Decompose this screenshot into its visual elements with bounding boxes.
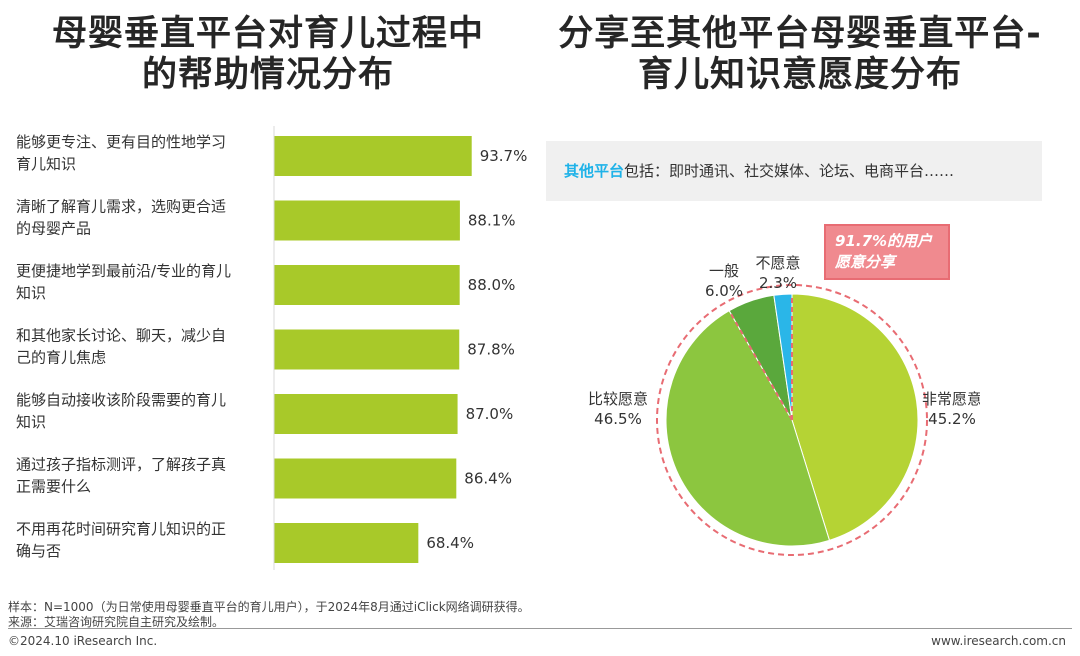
right-chart-title: 分享至其他平台母婴垂直平台- 育儿知识意愿度分布 (530, 14, 1070, 96)
left-chart-title: 母婴垂直平台对育儿过程中 的帮助情况分布 (8, 14, 528, 96)
callout-line1: 91.7%的用户 (835, 232, 933, 250)
footer-divider (8, 628, 1072, 629)
other-platforms-note: 其他平台包括：即时通讯、社交媒体、论坛、电商平台…… (546, 141, 1042, 201)
left-title-line1: 母婴垂直平台对育儿过程中 (51, 14, 484, 54)
bar-1 (274, 136, 472, 176)
bar-5 (274, 394, 458, 434)
pie-label-neutral: 一般 6.0% (705, 262, 743, 300)
willing-share-callout: 91.7%的用户 愿意分享 (824, 224, 950, 280)
pie-label-very-willing: 非常愿意 45.2% (922, 390, 980, 428)
highlight-boundary-line-2 (728, 310, 793, 421)
value-label-7: 68.4% (426, 534, 474, 552)
pie-slice-unwilling (773, 293, 793, 421)
website: www.iresearch.com.cn (931, 634, 1066, 648)
note-text: 其他平台包括：即时通讯、社交媒体、论坛、电商平台…… (564, 160, 954, 181)
left-title-line2: 的帮助情况分布 (141, 55, 394, 95)
pie-slice-very-willing (791, 293, 919, 541)
value-label-1: 93.7% (480, 147, 528, 165)
category-label-7: 不用再花时间研究育儿知识的正确与否 (16, 520, 226, 560)
bar-7 (274, 523, 419, 563)
note-rest: 包括：即时通讯、社交媒体、论坛、电商平台…… (624, 162, 955, 180)
sample-note: 样本：N=1000（为日常使用母婴垂直平台的育儿用户），于2024年8月通过iC… (8, 600, 530, 614)
value-label-2: 88.1% (468, 212, 516, 230)
category-label-1: 能够更专注、更有目的性地学习育儿知识 (16, 133, 226, 173)
bar-4 (274, 329, 460, 370)
category-label-4: 和其他家长讨论、聊天，减少自己的育儿焦虑 (16, 327, 226, 367)
bar-2 (274, 200, 460, 241)
pie-chart: 非常愿意 45.2% 比较愿意 46.5% 一般 6.0% 不愿意 2.3% (588, 254, 980, 556)
bar-3 (274, 265, 460, 305)
right-title-line1: 分享至其他平台母婴垂直平台- (558, 14, 1042, 54)
category-label-6: 通过孩子指标测评，了解孩子真正需要什么 (16, 456, 226, 496)
category-label-5: 能够自动接收该阶段需要的育儿知识 (16, 391, 226, 431)
copyright: ©2024.10 iResearch Inc. (8, 634, 158, 648)
highlight-dashed-ring (656, 284, 928, 556)
callout-line2: 愿意分享 (835, 253, 896, 271)
value-label-6: 86.4% (464, 470, 512, 488)
pie-label-fairly-willing: 比较愿意 46.5% (588, 390, 648, 428)
bar-6 (274, 458, 457, 499)
pie-slice-fairly-willing (665, 310, 831, 547)
note-keyword: 其他平台 (564, 162, 625, 180)
value-label-4: 87.8% (467, 341, 515, 359)
pie-label-unwilling: 不愿意 2.3% (755, 254, 800, 292)
right-title-line2: 育儿知识意愿度分布 (637, 55, 962, 95)
source-note: 来源：艾瑞咨询研究院自主研究及绘制。 (8, 615, 225, 629)
category-label-2: 清晰了解育儿需求，选购更合适的母婴产品 (16, 198, 226, 238)
category-label-3: 更便捷地学到最前沿/专业的育儿知识 (16, 262, 231, 302)
horizontal-bar-chart: 93.7% 能够更专注、更有目的性地学习育儿知识 88.1% 清晰了解育儿需求，选购更… (16, 126, 528, 570)
value-label-5: 87.0% (466, 405, 514, 423)
value-label-3: 88.0% (468, 276, 516, 294)
